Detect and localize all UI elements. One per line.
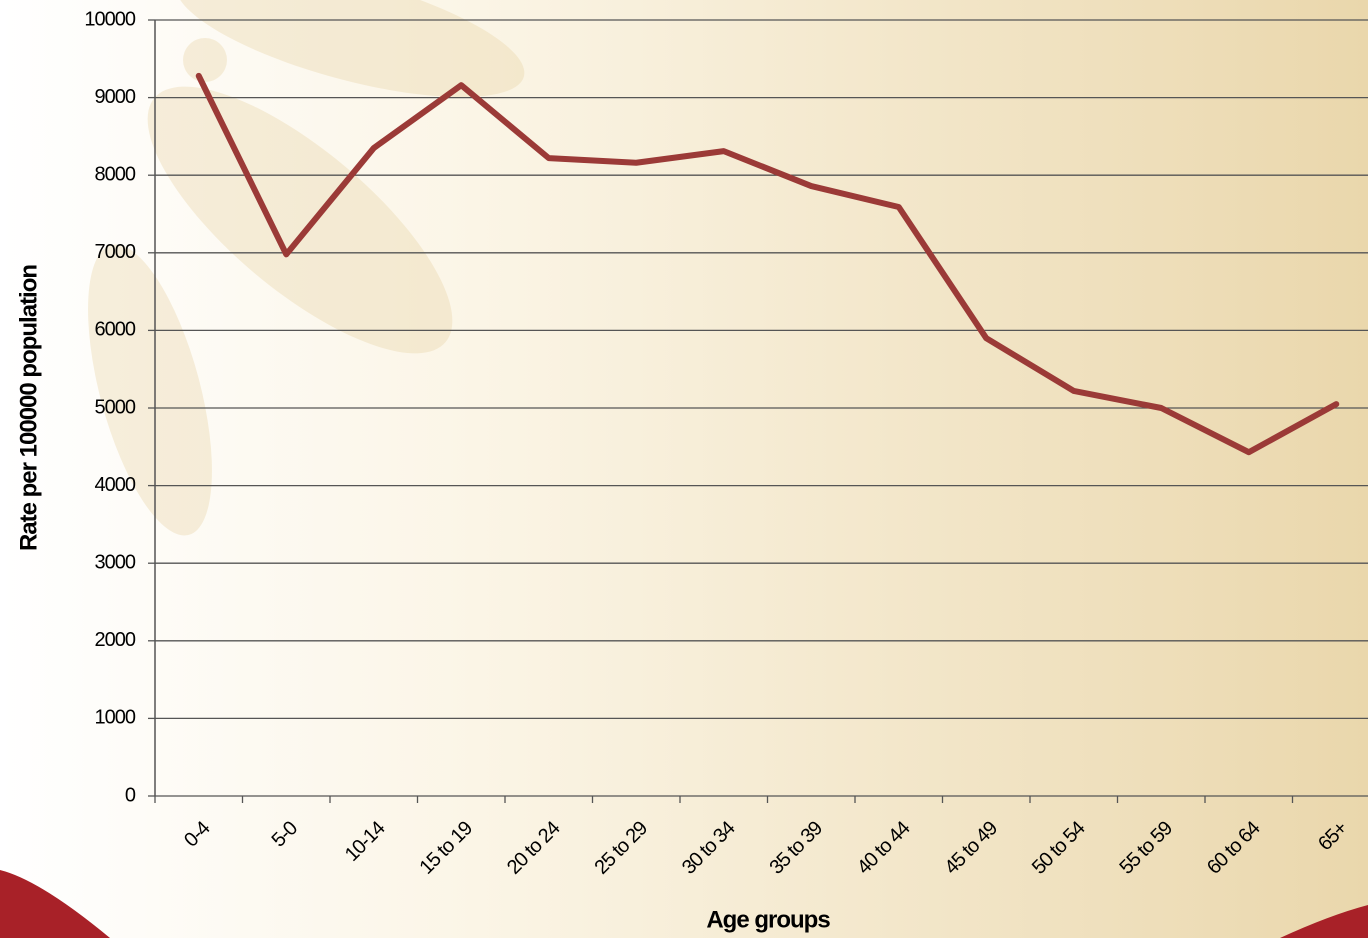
y-tick-label: 4000 [95, 474, 136, 496]
y-tick-label: 5000 [95, 396, 136, 418]
page: {"chart_data": {"type": "line", "x_label… [0, 0, 1368, 938]
chart: Age groups Rate per 100000 population 0 1… [0, 0, 1368, 938]
y-tick-label: 9000 [95, 86, 136, 108]
y-axis-title: Rate per 100000 population [15, 265, 42, 551]
y-tick-label: 8000 [95, 163, 136, 185]
y-tick-label: 7000 [95, 241, 136, 263]
y-tick-label: 0 [125, 784, 136, 806]
y-tick-label: 1000 [95, 707, 136, 729]
y-tick-label: 6000 [95, 319, 136, 341]
x-axis-title: Age groups [706, 906, 830, 933]
y-tick-label: 10000 [84, 8, 135, 30]
y-tick-label: 2000 [95, 629, 136, 651]
y-tick-label: 3000 [95, 551, 136, 573]
